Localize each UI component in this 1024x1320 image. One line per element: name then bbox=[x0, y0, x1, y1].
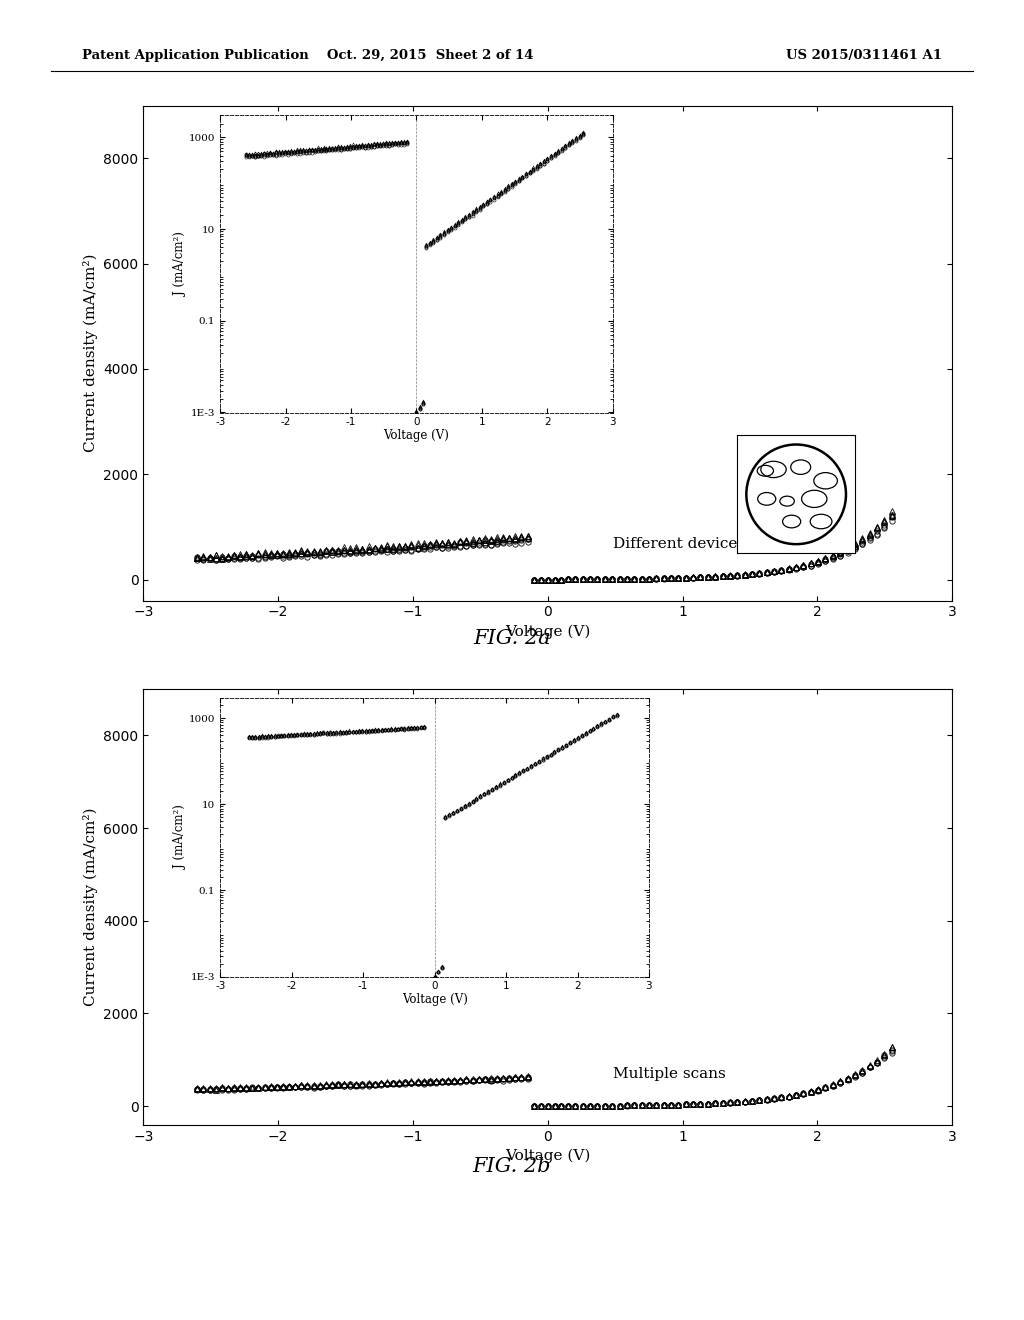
Text: Multiple scans: Multiple scans bbox=[612, 1067, 725, 1081]
Text: FIG. 2b: FIG. 2b bbox=[473, 1158, 551, 1176]
X-axis label: Voltage (V): Voltage (V) bbox=[505, 624, 591, 639]
Text: FIG. 2a: FIG. 2a bbox=[473, 630, 551, 648]
Y-axis label: Current density (mA/cm²): Current density (mA/cm²) bbox=[83, 253, 98, 453]
Text: Patent Application Publication: Patent Application Publication bbox=[82, 49, 308, 62]
Text: Different devices: Different devices bbox=[612, 537, 744, 552]
Text: US 2015/0311461 A1: US 2015/0311461 A1 bbox=[786, 49, 942, 62]
Text: Oct. 29, 2015  Sheet 2 of 14: Oct. 29, 2015 Sheet 2 of 14 bbox=[327, 49, 534, 62]
Y-axis label: Current density (mA/cm²): Current density (mA/cm²) bbox=[83, 808, 98, 1006]
X-axis label: Voltage (V): Voltage (V) bbox=[505, 1148, 591, 1163]
